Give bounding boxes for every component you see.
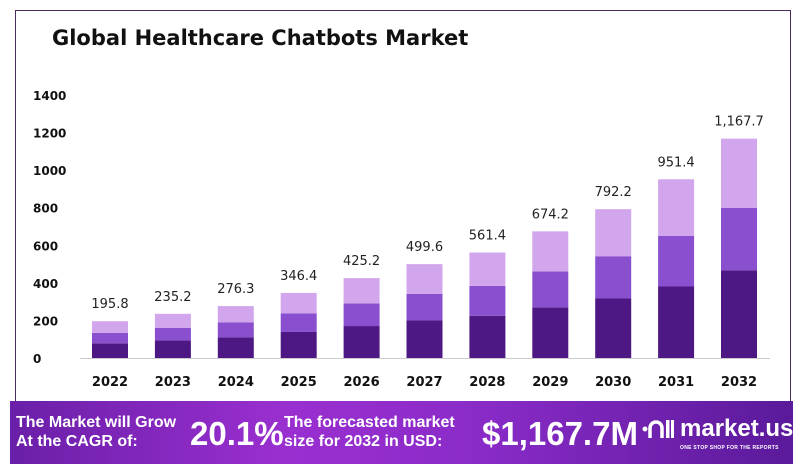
cagr-label: The Market will Grow At the CAGR of: xyxy=(16,413,176,451)
x-tick-label: 2030 xyxy=(595,375,631,390)
bar-segment-1 xyxy=(154,340,191,358)
bar-segment-2 xyxy=(343,303,380,327)
bar-segment-2 xyxy=(154,327,191,341)
bar-segment-2 xyxy=(469,285,506,316)
bar-total-label: 951.4 xyxy=(657,155,694,170)
logo-text: market.us xyxy=(680,415,794,442)
bar-segment-2 xyxy=(532,271,569,308)
bar-segment-1 xyxy=(532,307,569,358)
bar-total-label: 425.2 xyxy=(343,254,380,269)
bar-segment-3 xyxy=(658,179,695,236)
y-tick-label: 1000 xyxy=(33,164,66,178)
forecast-label: The forecasted market size for 2032 in U… xyxy=(284,413,455,451)
x-tick-label: 2024 xyxy=(218,375,254,390)
cagr-label-line1: The Market will Grow xyxy=(16,414,177,431)
bar-total-label: 792.2 xyxy=(595,185,632,200)
x-tick-label: 2026 xyxy=(344,375,380,390)
cagr-label-line2: At the CAGR of: xyxy=(16,433,138,450)
forecast-value: $1,167.7M xyxy=(482,415,638,452)
x-tick-label: 2023 xyxy=(155,375,191,390)
x-tick-label: 2025 xyxy=(281,375,317,390)
y-tick-label: 200 xyxy=(33,314,58,328)
bar-segment-2 xyxy=(658,235,695,287)
bar-segment-3 xyxy=(721,138,757,208)
y-tick-label: 600 xyxy=(33,239,58,253)
bar-total-label: 346.4 xyxy=(280,269,317,284)
bar-segment-2 xyxy=(406,293,443,321)
bar-segment-3 xyxy=(406,264,443,294)
logo-icon xyxy=(642,420,674,438)
y-tick-label: 800 xyxy=(33,202,58,216)
bar-total-label: 499.6 xyxy=(406,240,443,255)
bar-segment-3 xyxy=(217,306,254,323)
cagr-value: 20.1% xyxy=(190,415,284,452)
bar-segment-1 xyxy=(406,320,443,358)
bar-segment-1 xyxy=(595,298,632,358)
bar-segment-3 xyxy=(154,313,191,328)
y-tick-label: 1200 xyxy=(33,127,66,141)
bar-total-label: 674.2 xyxy=(532,207,569,222)
bar-total-label: 276.3 xyxy=(217,282,254,297)
forecast-label-line1: The forecasted market xyxy=(284,414,455,431)
bar-segment-2 xyxy=(92,332,128,344)
stacked-bar-chart: 0 200 400 600 800 1000 1200 1400 195.8 2022 235.2 2… xyxy=(33,89,770,390)
bar-segment-3 xyxy=(92,321,128,333)
bar-total-label: 195.8 xyxy=(91,297,128,312)
y-tick-label: 400 xyxy=(33,277,58,291)
summary-banner: The Market will Grow At the CAGR of: 20.… xyxy=(10,401,793,464)
bar-segment-1 xyxy=(280,331,317,358)
x-tick-label: 2029 xyxy=(532,375,568,390)
bar-segment-3 xyxy=(469,252,506,286)
bar-total-label: 561.4 xyxy=(469,229,506,244)
bar-segment-3 xyxy=(343,278,380,304)
logo-tagline: ONE STOP SHOP FOR THE REPORTS xyxy=(680,445,779,451)
bar-segment-2 xyxy=(280,313,317,332)
bar-segment-1 xyxy=(658,286,695,358)
x-tick-label: 2022 xyxy=(92,375,128,390)
x-tick-label: 2027 xyxy=(406,375,442,390)
y-tick-label: 0 xyxy=(33,352,41,366)
bar-segment-2 xyxy=(595,256,632,299)
bar-segment-1 xyxy=(217,337,254,358)
forecast-label-line2: size for 2032 in USD: xyxy=(284,433,443,450)
x-tick-label: 2031 xyxy=(658,375,694,390)
bar-total-label: 1,167.7 xyxy=(714,115,764,130)
bar-total-label: 235.2 xyxy=(154,290,191,305)
x-tick-label: 2028 xyxy=(469,375,505,390)
bar-segment-2 xyxy=(217,322,254,338)
bar-segment-1 xyxy=(343,326,380,358)
bar-segment-3 xyxy=(280,292,317,314)
bar-segment-2 xyxy=(721,207,757,271)
market-us-logo: market.us ONE STOP SHOP FOR THE REPORTS xyxy=(642,415,794,451)
bar-segment-1 xyxy=(92,343,128,358)
x-tick-label: 2032 xyxy=(721,375,757,390)
y-tick-label: 1400 xyxy=(33,89,66,103)
bar-segment-1 xyxy=(721,270,757,358)
bar-segment-3 xyxy=(532,231,569,272)
bar-segment-1 xyxy=(469,315,506,358)
chart-title: Global Healthcare Chatbots Market xyxy=(52,26,469,50)
bar-segment-3 xyxy=(595,209,632,257)
